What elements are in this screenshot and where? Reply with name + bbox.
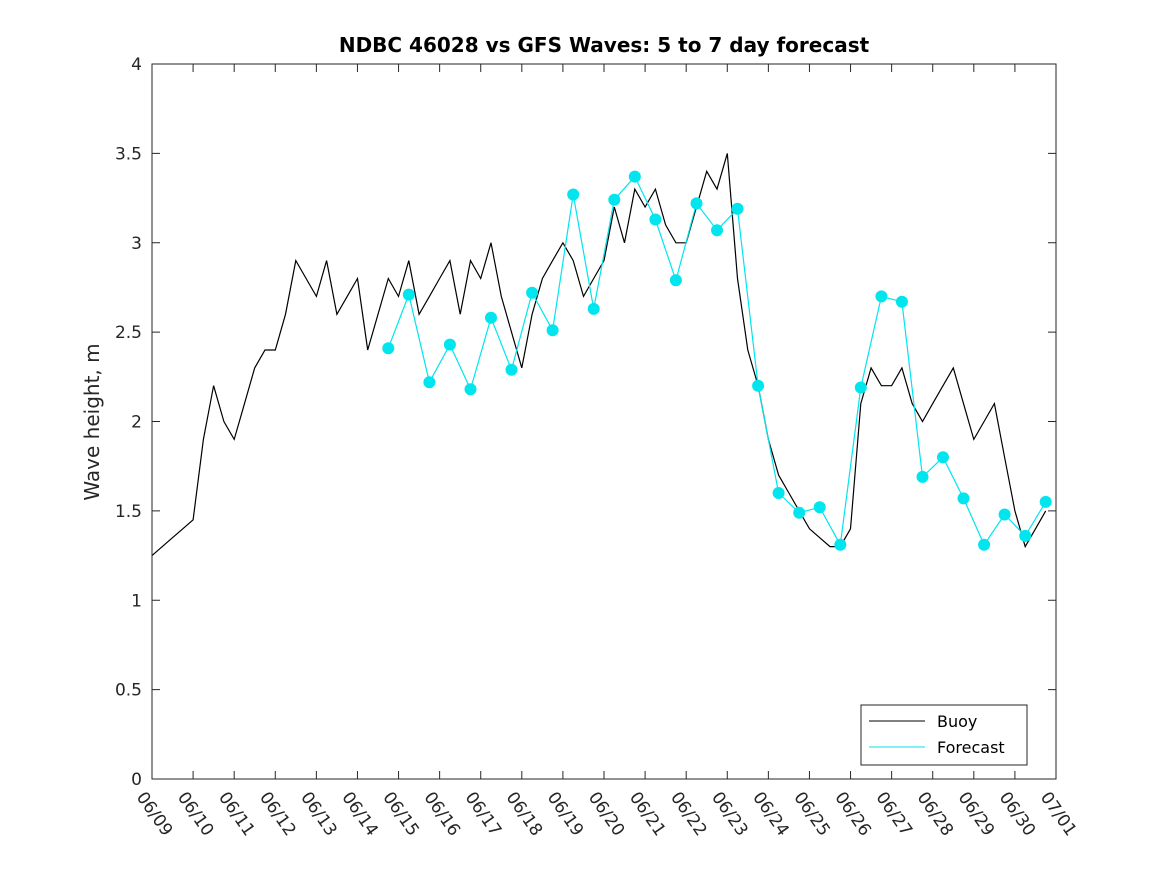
legend-buoy-label: Buoy <box>937 712 977 731</box>
y-axis-label: Wave height, m <box>80 343 104 500</box>
series-line-buoy <box>151 153 1047 557</box>
forecast-point <box>443 338 456 351</box>
forecast-point <box>423 376 436 389</box>
forecast-point <box>526 286 539 299</box>
forecast-point <box>834 538 847 551</box>
forecast-point <box>402 288 415 301</box>
y-tick-label: 2 <box>131 413 142 433</box>
forecast-point <box>1039 495 1052 508</box>
forecast-point <box>546 324 559 337</box>
y-tick-label: 4 <box>131 55 142 75</box>
forecast-point <box>690 197 703 210</box>
forecast-point <box>382 342 395 355</box>
forecast-point <box>649 213 662 226</box>
y-tick-label: 1.5 <box>115 502 142 522</box>
forecast-point <box>752 379 765 392</box>
y-tick-label: 0.5 <box>115 681 142 701</box>
forecast-point <box>998 508 1011 521</box>
legend-forecast-label: Forecast <box>937 738 1005 757</box>
forecast-point <box>464 383 477 396</box>
forecast-point <box>608 193 621 206</box>
forecast-point <box>485 311 497 324</box>
forecast-point <box>628 170 641 183</box>
forecast-point <box>978 538 991 551</box>
y-tick-label: 2.5 <box>115 323 142 343</box>
forecast-point <box>813 501 826 514</box>
legend: Buoy Forecast <box>860 704 1028 766</box>
chart-title: NDBC 46028 vs GFS Waves: 5 to 7 day fore… <box>339 33 870 57</box>
y-tick-label: 0 <box>131 770 142 790</box>
forecast-point <box>1019 529 1032 542</box>
forecast-point <box>854 381 867 394</box>
forecast-point <box>916 470 929 483</box>
y-tick-label: 3 <box>131 234 142 254</box>
forecast-point <box>895 295 908 308</box>
forecast-point <box>505 363 518 376</box>
forecast-point <box>772 487 785 499</box>
forecast-point <box>711 224 723 237</box>
legend-box <box>860 704 1028 766</box>
forecast-point <box>669 274 682 287</box>
forecast-point <box>793 506 806 519</box>
forecast-point <box>731 202 744 215</box>
forecast-point <box>567 188 580 201</box>
forecast-point <box>587 302 600 315</box>
series-layer <box>151 153 1052 557</box>
forecast-point <box>875 290 888 303</box>
y-tick-label: 3.5 <box>115 144 142 164</box>
y-tick-label: 1 <box>131 591 142 611</box>
forecast-point <box>937 451 949 464</box>
forecast-point <box>957 492 970 505</box>
